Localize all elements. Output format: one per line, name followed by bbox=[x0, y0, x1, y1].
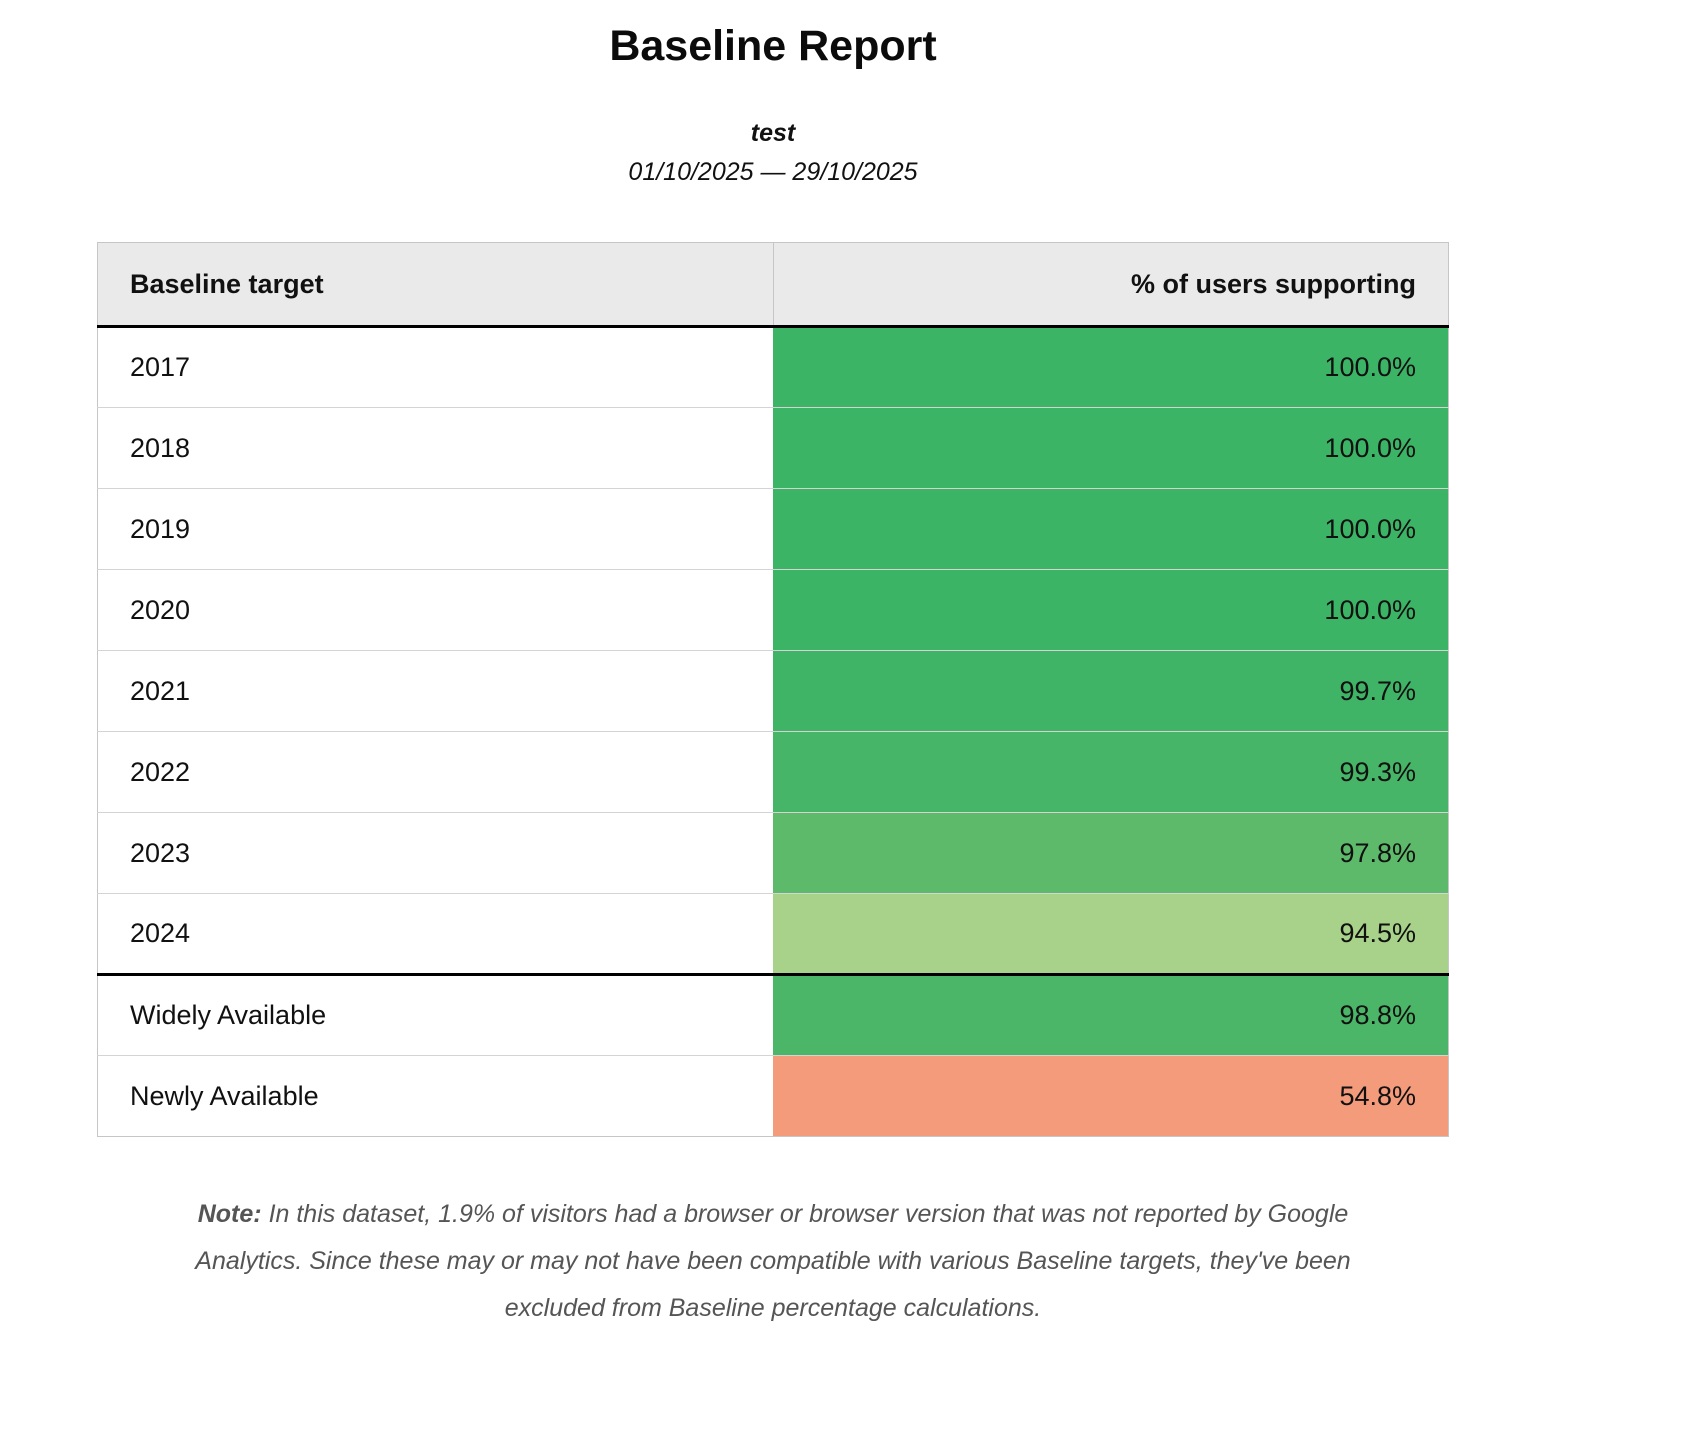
table-row: 2019 100.0% bbox=[97, 488, 1449, 570]
baseline-target-cell: 2023 bbox=[97, 812, 773, 894]
header-percent-supporting: % of users supporting bbox=[773, 242, 1449, 328]
percent-supporting-cell: 99.3% bbox=[773, 731, 1449, 813]
percent-supporting-cell: 97.8% bbox=[773, 812, 1449, 894]
baseline-target-cell: 2018 bbox=[97, 407, 773, 489]
percent-supporting-cell: 100.0% bbox=[773, 326, 1449, 408]
baseline-target-cell: 2017 bbox=[130, 352, 191, 382]
table-row: 2017 100.0% bbox=[98, 326, 1449, 408]
header-baseline-target: Baseline target bbox=[97, 242, 774, 328]
percent-supporting-cell: 94.5% bbox=[773, 893, 1449, 975]
table-body: 2017 100.0% 2018 100.0% 2019 100.0% 2020 100.0%… bbox=[97, 326, 1449, 1137]
baseline-target-cell: Newly Available bbox=[97, 1055, 773, 1137]
baseline-target-cell: 2024 bbox=[97, 893, 773, 975]
note-label: Note: bbox=[197, 1200, 262, 1228]
percent-supporting-cell: 54.8% bbox=[773, 1055, 1449, 1137]
percent-supporting-cell: 100.0% bbox=[773, 407, 1449, 489]
baseline-target-cell: Widely Available bbox=[97, 973, 773, 1056]
table-row: Newly Available 54.8% bbox=[97, 1055, 1449, 1137]
percent-supporting-cell: 99.7% bbox=[773, 650, 1449, 732]
page-title: Baseline Report bbox=[609, 22, 937, 70]
table-row: 2018 100.0% bbox=[97, 407, 1449, 489]
percent-supporting-cell: 98.8% bbox=[773, 973, 1449, 1056]
report-date-range: 01/10/2025 — 29/10/2025 bbox=[628, 158, 918, 186]
baseline-target-cell: 2022 bbox=[97, 731, 773, 813]
percent-supporting-cell: 100.0% bbox=[773, 488, 1449, 570]
report-subtitle: test bbox=[750, 119, 796, 147]
percent-supporting-cell: 100.0% bbox=[773, 569, 1449, 651]
table-row: Widely Available 98.8% bbox=[97, 973, 1449, 1056]
table-row: 2023 97.8% bbox=[97, 812, 1449, 894]
baseline-target-cell: 2021 bbox=[97, 650, 773, 732]
note-text: In this dataset, 1.9% of visitors had a … bbox=[195, 1200, 1351, 1322]
baseline-table: Baseline target % of users supporting 20… bbox=[97, 242, 1449, 1137]
baseline-target-cell: 2019 bbox=[97, 488, 773, 570]
table-row: 2022 99.3% bbox=[97, 731, 1449, 813]
report-page: Baseline Report test 01/10/2025 — 29/10/… bbox=[97, 0, 1449, 1332]
table-row: 2021 99.7% bbox=[97, 650, 1449, 732]
table-row: 2020 100.0% bbox=[97, 569, 1449, 651]
table-row: 2024 94.5% bbox=[97, 893, 1449, 975]
report-note: Note: In this dataset, 1.9% of visitors … bbox=[186, 1191, 1361, 1332]
table-header-row: Baseline target % of users supporting bbox=[97, 242, 1449, 328]
baseline-target-cell: 2020 bbox=[97, 569, 773, 651]
